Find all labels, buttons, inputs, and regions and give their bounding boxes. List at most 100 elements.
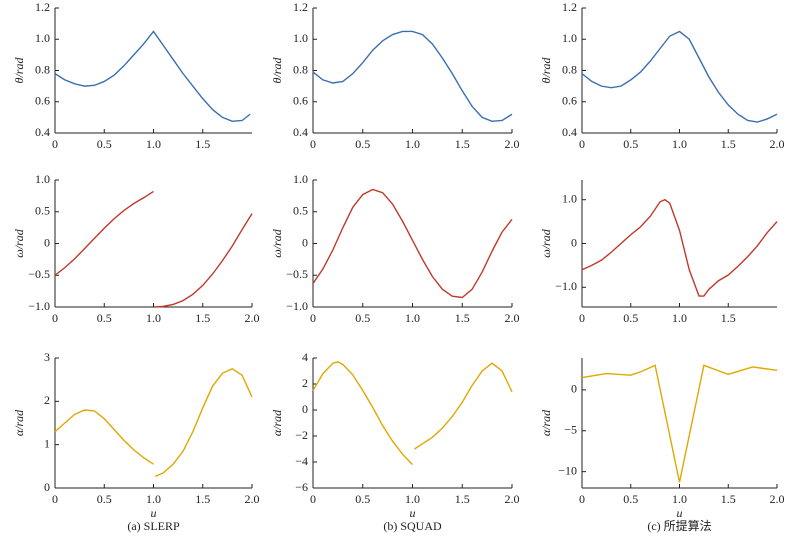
y-tick-label: −1.0 <box>28 299 50 313</box>
data-line <box>312 188 513 299</box>
x-tick-label: 1.0 <box>405 311 420 325</box>
x-tick-label: 0.5 <box>97 492 112 506</box>
y-axis-label: θ/rad <box>12 57 26 84</box>
x-tick-label: 0.5 <box>355 492 370 506</box>
x-tick-label: 0 <box>310 492 316 506</box>
x-tick-label: 1.5 <box>455 492 470 506</box>
x-tick-label: 2.0 <box>770 492 785 506</box>
y-axis-label: α/rad <box>539 409 553 436</box>
y-tick-label: 1.0 <box>562 31 577 45</box>
x-tick-label: 0.5 <box>623 492 638 506</box>
x-tick-label: 2.0 <box>505 492 520 506</box>
y-tick-label: −0.5 <box>286 267 308 281</box>
x-tick-label: 1.5 <box>455 137 470 151</box>
x-tick-label: 0.5 <box>97 311 112 325</box>
y-tick-label: 1.0 <box>35 31 50 45</box>
y-tick-label: 0.8 <box>293 62 308 76</box>
data-line <box>312 30 513 122</box>
y-tick-label: −1.0 <box>286 299 308 313</box>
data-line <box>54 190 253 308</box>
y-tick-label: 1.2 <box>562 0 577 14</box>
x-tick-label: 2.0 <box>245 311 260 325</box>
x-tick-label: 1.0 <box>146 311 161 325</box>
y-tick-label: 0 <box>302 235 308 249</box>
y-axis-label: α/rad <box>270 409 284 436</box>
x-tick-label: 1.0 <box>672 311 687 325</box>
caption: (b) SQUAD <box>383 519 442 533</box>
data-line <box>581 198 778 297</box>
y-tick-label: 1.0 <box>293 31 308 45</box>
x-tick-label: 2.0 <box>505 311 520 325</box>
y-axis-label: θ/rad <box>539 57 553 84</box>
y-axis-label: θ/rad <box>270 57 284 84</box>
y-tick-label: −1.0 <box>555 279 577 293</box>
x-tick-label: 0.5 <box>97 137 112 151</box>
y-tick-label: 0.4 <box>562 125 577 139</box>
data-line <box>54 30 251 122</box>
y-tick-label: 0.4 <box>35 125 50 139</box>
y-tick-label: 0.5 <box>35 204 50 218</box>
data-line <box>312 361 513 466</box>
x-tick-label: 1.5 <box>721 311 736 325</box>
x-tick-label: 0 <box>579 492 585 506</box>
x-tick-label: 1.5 <box>721 492 736 506</box>
y-tick-label: −0.5 <box>28 267 50 281</box>
y-tick-label: 0.6 <box>35 94 50 108</box>
y-tick-label: −4 <box>295 454 308 468</box>
caption: (c) 所提算法 <box>647 518 711 533</box>
x-axis-label: u <box>151 506 157 520</box>
y-tick-label: −2 <box>295 428 308 442</box>
y-tick-label: 4 <box>302 350 308 364</box>
x-tick-label: 0 <box>579 311 585 325</box>
data-line <box>54 368 253 477</box>
y-tick-label: 0 <box>571 382 577 396</box>
y-tick-label: 0 <box>571 235 577 249</box>
x-tick-label: 0 <box>52 137 58 151</box>
x-tick-label: 0 <box>310 311 316 325</box>
x-tick-label: 1.0 <box>146 492 161 506</box>
x-tick-label: 0 <box>310 137 316 151</box>
x-tick-label: 2.0 <box>505 137 520 151</box>
y-tick-label: 2 <box>302 376 308 390</box>
x-tick-label: 1.0 <box>405 137 420 151</box>
x-tick-label: 1.0 <box>146 137 161 151</box>
y-tick-label: 1 <box>44 436 50 450</box>
x-tick-label: 2.0 <box>770 137 785 151</box>
y-tick-label: 0.5 <box>293 204 308 218</box>
y-tick-label: 0.6 <box>562 94 577 108</box>
data-line <box>581 364 778 483</box>
y-tick-label: 2 <box>44 393 50 407</box>
x-tick-label: 0 <box>52 311 58 325</box>
x-tick-label: 1.5 <box>455 311 470 325</box>
x-tick-label: 2.0 <box>245 492 260 506</box>
caption: (a) SLERP <box>127 519 180 533</box>
x-tick-label: 1.5 <box>195 492 210 506</box>
y-tick-label: 1.2 <box>35 0 50 14</box>
y-tick-label: 1.0 <box>35 172 50 186</box>
x-axis-label: u <box>410 506 416 520</box>
y-tick-label: −10 <box>558 463 577 477</box>
y-tick-label: −6 <box>295 480 308 494</box>
x-tick-label: 0.5 <box>355 137 370 151</box>
y-tick-label: 0 <box>44 235 50 249</box>
y-tick-label: 0.6 <box>293 94 308 108</box>
x-tick-label: 0.5 <box>623 137 638 151</box>
y-tick-label: −5 <box>564 423 577 437</box>
data-line <box>581 30 778 123</box>
x-axis-label: u <box>677 506 683 520</box>
y-tick-label: 3 <box>44 350 50 364</box>
y-tick-label: 0.8 <box>35 62 50 76</box>
y-tick-label: 0 <box>44 480 50 494</box>
y-tick-label: 0.4 <box>293 125 308 139</box>
y-tick-label: 1.0 <box>562 191 577 205</box>
x-tick-label: 1.5 <box>195 137 210 151</box>
y-tick-label: 1.0 <box>293 172 308 186</box>
x-tick-label: 0.5 <box>355 311 370 325</box>
x-tick-label: 1.5 <box>195 311 210 325</box>
x-tick-label: 0 <box>52 492 58 506</box>
x-tick-label: 1.0 <box>672 137 687 151</box>
y-axis-label: ω/rad <box>270 228 284 257</box>
y-axis-label: α/rad <box>12 409 26 436</box>
x-tick-label: 1.0 <box>405 492 420 506</box>
